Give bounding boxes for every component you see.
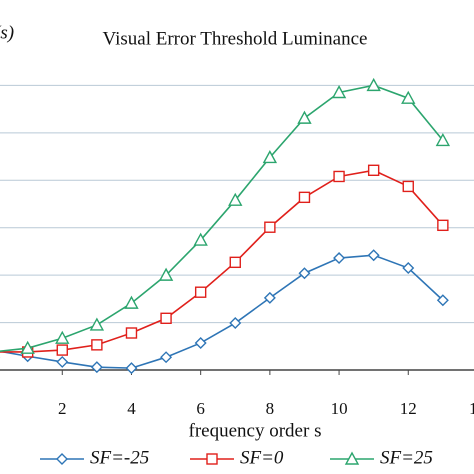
- marker: [401, 90, 416, 104]
- x-tick-label: 10: [331, 399, 348, 418]
- series-line: [0, 169, 444, 353]
- marker: [264, 221, 276, 233]
- marker: [331, 85, 347, 99]
- legend-marker: [56, 453, 68, 465]
- x-tick-label: 2: [58, 399, 67, 418]
- x-axis-label: frequency order s: [189, 420, 322, 441]
- marker: [160, 351, 173, 364]
- x-tick-label: 4: [127, 399, 136, 418]
- marker: [158, 267, 174, 281]
- chart-title: Visual Error Threshold Luminance: [103, 28, 368, 49]
- marker: [333, 252, 346, 265]
- legend-marker: [344, 451, 360, 465]
- marker: [229, 317, 242, 330]
- marker: [367, 164, 380, 176]
- x-tick-label: 8: [266, 399, 275, 418]
- marker: [263, 291, 276, 304]
- legend-label: SF=-25: [90, 447, 149, 468]
- legend-label: SF=0: [240, 447, 284, 468]
- marker: [55, 330, 70, 344]
- marker: [437, 219, 449, 232]
- marker: [56, 344, 68, 356]
- x-tick-label: 12: [400, 399, 417, 418]
- marker: [160, 312, 172, 324]
- marker: [402, 262, 415, 275]
- marker: [228, 192, 243, 206]
- marker: [89, 317, 105, 331]
- marker: [366, 77, 381, 92]
- marker: [91, 339, 103, 351]
- marker: [367, 249, 380, 262]
- marker: [194, 286, 207, 298]
- marker: [229, 256, 241, 269]
- marker: [20, 340, 35, 354]
- marker: [333, 170, 345, 183]
- marker: [435, 132, 451, 147]
- marker: [262, 150, 278, 164]
- legend-marker: [206, 453, 218, 465]
- marker: [124, 295, 139, 309]
- marker: [436, 294, 449, 307]
- marker: [297, 110, 312, 124]
- marker: [298, 191, 311, 204]
- marker: [298, 267, 311, 280]
- marker: [125, 362, 138, 375]
- marker: [194, 336, 207, 349]
- x-tick-label: 14: [469, 399, 474, 418]
- series-line: [0, 84, 444, 353]
- series-line: [0, 254, 444, 369]
- marker: [193, 232, 208, 246]
- marker: [56, 355, 69, 368]
- marker: [90, 361, 103, 374]
- legend-label: SF=25: [380, 447, 433, 468]
- y-axis-label: (s): [0, 22, 14, 43]
- x-tick-label: 6: [196, 399, 205, 418]
- marker: [125, 327, 138, 339]
- marker: [402, 180, 414, 193]
